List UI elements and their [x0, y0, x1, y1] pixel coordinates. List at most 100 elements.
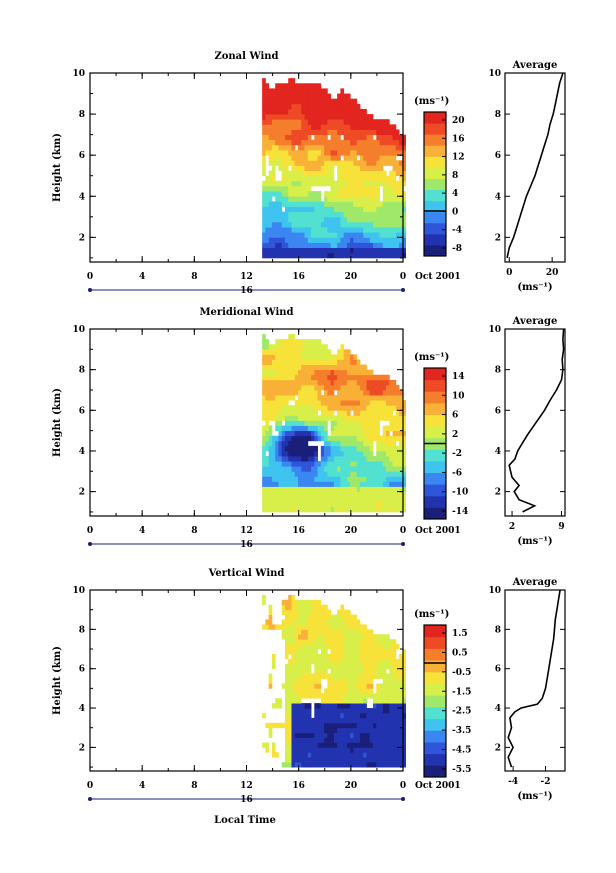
heatmap-cell [281, 471, 286, 477]
heatmap-cell [356, 712, 361, 719]
heatmap-cell [350, 678, 354, 684]
heatmap-cell [395, 435, 400, 442]
heatmap-cell [301, 445, 305, 452]
heatmap-cell [402, 732, 407, 738]
heatmap-cell [281, 634, 286, 640]
heatmap-cell [376, 170, 380, 177]
heatmap-cell [350, 634, 354, 640]
heatmap-cell [346, 663, 351, 670]
heatmap-cell [278, 237, 283, 243]
heatmap-cell [395, 732, 400, 738]
heatmap-cell [330, 688, 335, 694]
heatmap-cell [278, 486, 283, 493]
heatmap-cell [356, 237, 361, 243]
heatmap-cell [395, 237, 400, 243]
heatmap-cell [395, 450, 400, 457]
heatmap-cell [324, 124, 328, 130]
heatmap-cell [343, 374, 348, 381]
heatmap-cell [382, 196, 387, 202]
heatmap-cell [288, 496, 292, 503]
heatmap-cell [288, 354, 292, 360]
heatmap-cell [327, 374, 332, 381]
heatmap-cell [389, 747, 393, 753]
heatmap-cell [320, 160, 325, 166]
heatmap-cell [373, 415, 377, 421]
heatmap-cell [317, 134, 322, 141]
heatmap-cell [291, 78, 296, 84]
heatmap-cell [402, 206, 407, 213]
heatmap-cell [363, 227, 367, 233]
heatmap-cell [278, 191, 283, 197]
heatmap-cell [281, 496, 286, 503]
heatmap-cell [376, 374, 380, 381]
heatmap-cell [298, 379, 302, 386]
heatmap-cell [379, 160, 384, 166]
heatmap-cell [314, 196, 318, 202]
heatmap-cell [330, 364, 335, 371]
heatmap-cell [330, 639, 335, 645]
heatmap-cell [363, 191, 367, 197]
heatmap-cell [324, 619, 328, 625]
heatmap-cell [333, 134, 338, 141]
heatmap-cell [379, 693, 384, 699]
heatmap-cell [363, 201, 367, 207]
heatmap-cell [369, 663, 374, 670]
heatmap-cell [291, 165, 296, 171]
heatmap-cell [359, 683, 364, 689]
heatmap-cell [271, 129, 276, 136]
heatmap-cell [337, 445, 341, 452]
heatmap-cell [389, 144, 393, 151]
heatmap-cell [353, 486, 358, 493]
heatmap-cell [291, 658, 296, 665]
heatmap-cell [399, 185, 403, 192]
heatmap-cell [288, 629, 292, 635]
heatmap-cell [386, 634, 390, 640]
heatmap-cell [294, 445, 299, 452]
heatmap-cell [320, 481, 325, 487]
heatmap-cell [389, 160, 393, 166]
heatmap-cell [399, 252, 403, 259]
heatmap-cell [275, 722, 279, 729]
heatmap-cell [288, 114, 292, 120]
heatmap-cell [340, 252, 345, 259]
heatmap-cell [301, 471, 305, 477]
heatmap-cell [373, 237, 377, 243]
heatmap-cell [343, 175, 348, 182]
heatmap-cell [317, 614, 322, 620]
heatmap-cell [340, 440, 345, 447]
heatmap-cell [386, 644, 390, 650]
heatmap-cell [399, 242, 403, 249]
heatmap-cell [366, 139, 371, 146]
heatmap-cell [363, 653, 367, 660]
heatmap-cell [304, 634, 309, 640]
heatmap-cell [399, 501, 403, 508]
heatmap-cell [307, 466, 312, 472]
heatmap-cell [402, 435, 407, 442]
heatmap-cell [366, 430, 371, 437]
profile-x-label: (ms⁻¹) [517, 282, 552, 293]
heatmap-cell [359, 496, 364, 503]
heatmap-cell [356, 134, 361, 141]
heatmap-cell [265, 619, 270, 625]
heatmap-cell [330, 486, 335, 493]
heatmap-cell [268, 727, 273, 734]
heatmap-cell [392, 405, 397, 411]
heatmap-cell [314, 481, 318, 487]
heatmap-cell [311, 165, 315, 171]
heatmap-cell [291, 420, 296, 426]
heatmap-cell [399, 471, 403, 477]
heatmap-cell [278, 93, 283, 100]
heatmap-cell [284, 678, 289, 684]
heatmap-cell [262, 237, 266, 243]
heatmap-cell [327, 619, 332, 625]
heatmap-cell [343, 639, 348, 645]
heatmap-cell [314, 150, 318, 156]
heatmap-cell [386, 201, 390, 207]
heatmap-cell [395, 185, 400, 192]
heatmap-cell [294, 119, 299, 125]
heatmap-cell [392, 496, 397, 503]
heatmap-cell [268, 506, 273, 513]
heatmap-cell [373, 247, 377, 254]
